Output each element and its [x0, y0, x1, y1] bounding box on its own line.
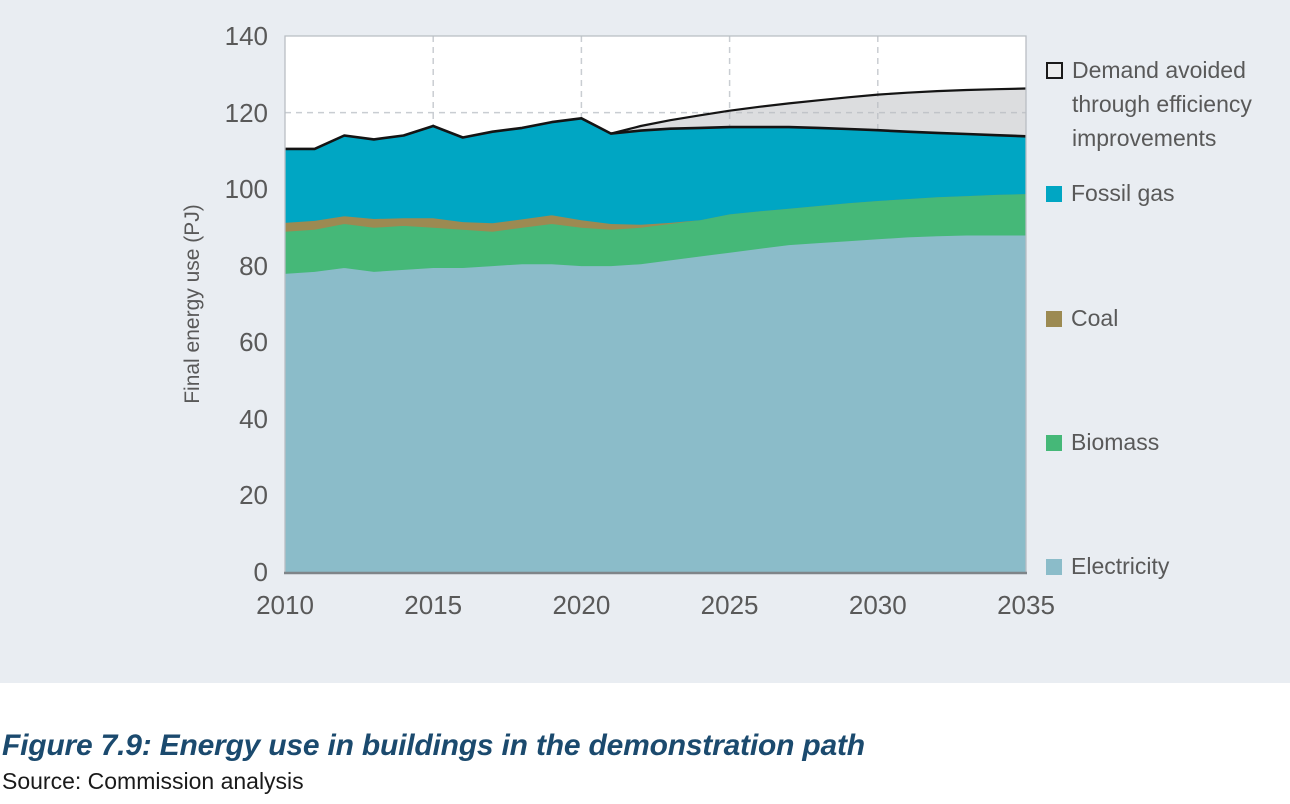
legend-label-electricity: Electricity — [1071, 553, 1170, 579]
area-electricity — [284, 234, 1027, 573]
x-tick-2035: 2035 — [997, 590, 1055, 620]
figure-source: Source: Commission analysis — [2, 768, 304, 794]
figure-caption: Figure 7.9: Energy use in buildings in t… — [2, 729, 865, 762]
y-tick-140: 140 — [224, 21, 268, 51]
legend-item-coal: Coal — [1046, 305, 1278, 335]
legend-item-biomass: Biomass — [1046, 429, 1278, 459]
y-tick-80: 80 — [239, 250, 268, 281]
total-demand-line — [285, 117, 1027, 151]
chart-panel: Final energy use (PJ) 0 20 40 60 80 100 120 140… — [0, 0, 1290, 683]
x-tick-2025: 2025 — [700, 590, 759, 620]
legend-label-biomass: Biomass — [1071, 429, 1160, 455]
legend-label-demand-avoided-through-efficiency-improvements: Demand avoided through efficiency improv… — [1072, 57, 1252, 151]
y-tick-60: 60 — [239, 327, 268, 358]
y-tick-40: 40 — [239, 403, 268, 434]
legend-item-demand-avoided-through-efficiency-improvements: Demand avoided through efficiency improv… — [1046, 57, 1278, 155]
y-tick-0: 0 — [253, 557, 268, 587]
x-tick-2015: 2015 — [404, 590, 463, 620]
area-demand-avoided-through-efficiency-improvements — [285, 88, 1026, 149]
legend-item-fossil-gas: Fossil gas — [1046, 180, 1278, 210]
plot-border — [284, 35, 1027, 572]
legend-swatch-demand-avoided-through-efficiency-improvements-icon — [1046, 62, 1063, 79]
legend-swatch-coal-icon — [1046, 311, 1062, 327]
y-tick-20: 20 — [239, 480, 268, 511]
x-tick-2030: 2030 — [848, 590, 907, 620]
legend-swatch-electricity-icon — [1046, 559, 1062, 575]
legend-swatch-biomass-icon — [1046, 435, 1062, 451]
y-tick-120: 120 — [224, 97, 268, 128]
legend-label-fossil-gas: Fossil gas — [1071, 180, 1175, 206]
legend-label-coal: Coal — [1071, 305, 1119, 331]
x-tick-2020: 2020 — [552, 590, 611, 620]
stacked-area-chart — [284, 35, 1027, 575]
x-tick-2010: 2010 — [256, 590, 314, 620]
y-tick-100: 100 — [224, 174, 268, 205]
legend-item-electricity: Electricity — [1046, 553, 1278, 583]
y-axis-title: Final energy use (PJ) — [181, 204, 204, 404]
demand-avoided-outline — [610, 87, 1027, 135]
legend-swatch-fossil-gas-icon — [1046, 186, 1062, 202]
